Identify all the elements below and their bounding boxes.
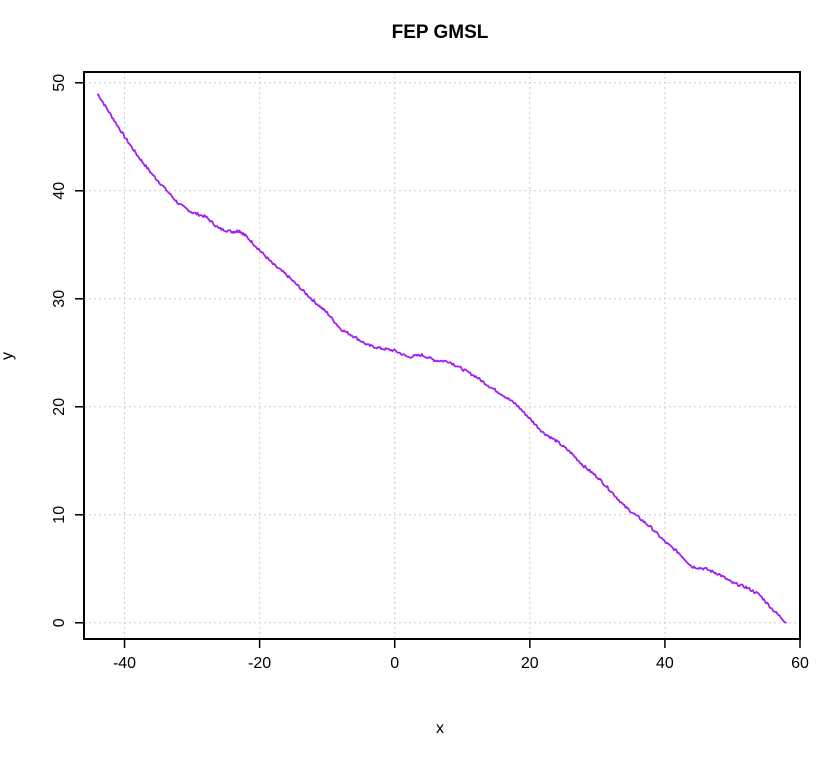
y-tick-label: 30 (51, 290, 68, 308)
x-axis-label: x (436, 720, 444, 737)
x-tick-label: 20 (521, 655, 539, 672)
series-line (96, 93, 787, 624)
y-tick-label: 20 (51, 398, 68, 416)
chart-title: FEP GMSL (392, 22, 489, 43)
x-tick-label: 40 (656, 655, 674, 672)
y-tick-label: 10 (51, 506, 68, 524)
x-tick-label: -40 (113, 655, 136, 672)
y-axis: 0 10 20 30 40 50 (51, 74, 84, 627)
plot-frame (83, 71, 801, 640)
y-tick-label: 40 (51, 182, 68, 200)
y-tick-label: 0 (51, 618, 68, 627)
y-axis-label: y (0, 352, 16, 360)
grid (84, 72, 801, 639)
x-tick-label: 0 (390, 655, 399, 672)
x-axis: -40 -20 0 20 40 60 (113, 639, 809, 672)
data-series (96, 93, 787, 624)
y-tick-label: 50 (51, 74, 68, 92)
x-tick-label: 60 (791, 655, 809, 672)
x-tick-label: -20 (248, 655, 271, 672)
